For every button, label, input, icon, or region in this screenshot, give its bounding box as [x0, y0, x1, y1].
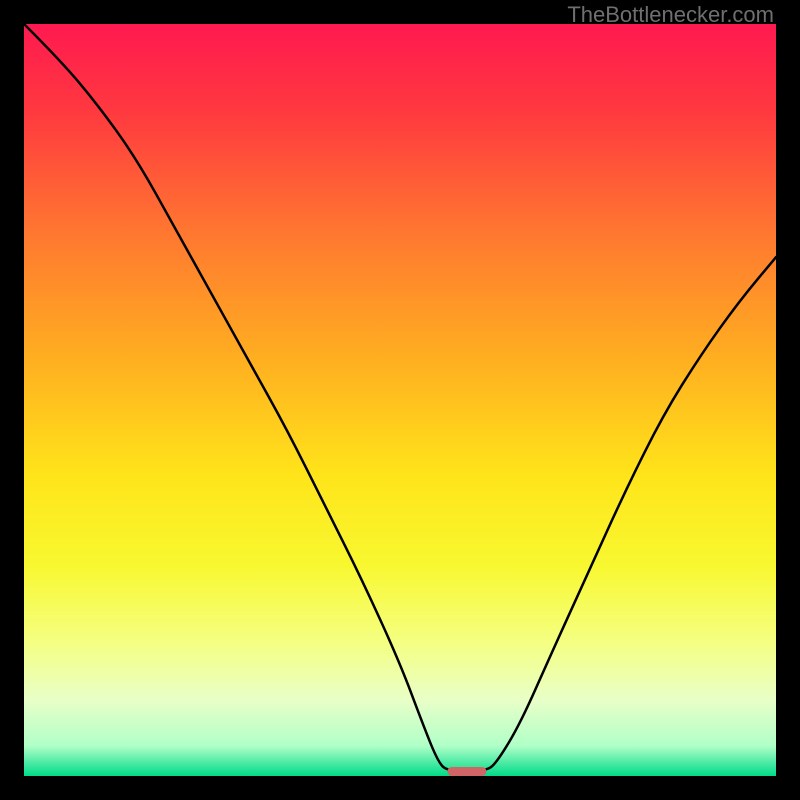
chart-svg	[24, 24, 776, 776]
watermark-text: TheBottlenecker.com	[567, 2, 774, 28]
optimal-marker	[447, 767, 486, 776]
chart-frame: TheBottlenecker.com	[0, 0, 800, 800]
plot-area	[24, 24, 776, 776]
